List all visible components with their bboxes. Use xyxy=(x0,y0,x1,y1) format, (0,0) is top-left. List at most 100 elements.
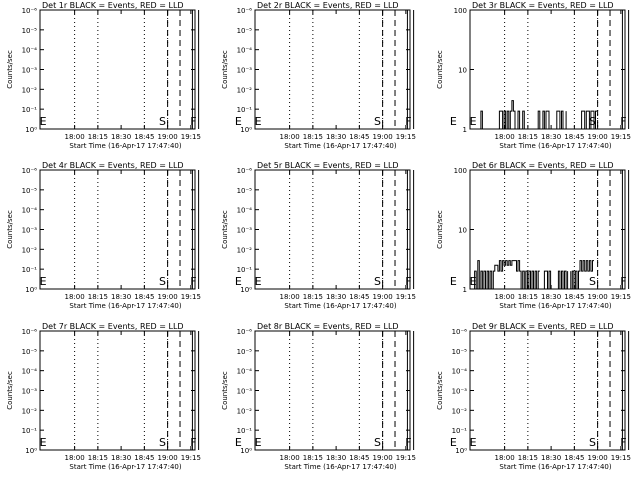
y-tick-label: 10⁻⁶ xyxy=(22,167,38,175)
x-tick-label: 18:00 xyxy=(65,293,85,301)
y-tick-label: 10⁻³ xyxy=(22,67,38,75)
x-tick-label: 18:15 xyxy=(88,133,108,141)
panel-title: Det 4r BLACK = Events, RED = LLD xyxy=(42,161,184,170)
y-tick-label: 10⁻⁵ xyxy=(237,27,253,35)
series-line xyxy=(556,110,567,130)
event-marker: S xyxy=(589,115,596,128)
panel-det-3: Det 3r BLACK = Events, RED = LLD Counts/s… xyxy=(436,1,631,150)
x-tick-label: 19:15 xyxy=(181,293,201,301)
y-tick-label: 10⁻⁶ xyxy=(237,328,253,336)
y-tick-label: 10⁰ xyxy=(240,126,252,134)
y-tick-label: 10⁻¹ xyxy=(237,106,253,114)
y-axis-label: Counts/sec xyxy=(436,50,444,89)
x-tick-label: 18:15 xyxy=(88,454,108,462)
y-tick-label: 10 xyxy=(458,227,467,235)
event-marker: F xyxy=(190,436,196,449)
event-marker: E xyxy=(40,275,47,288)
panel-title: Det 3r BLACK = Events, RED = LLD xyxy=(472,1,614,10)
x-tick-label: 19:15 xyxy=(181,133,201,141)
event-marker: F xyxy=(405,275,411,288)
x-tick-label: 18:00 xyxy=(65,133,85,141)
event-marker: E xyxy=(255,275,262,288)
y-tick-label: 10⁻² xyxy=(22,246,38,254)
x-tick-label: 18:00 xyxy=(280,133,300,141)
x-tick-label: 19:00 xyxy=(588,133,608,141)
event-marker: E xyxy=(450,436,457,449)
y-tick-label: 10⁰ xyxy=(25,286,37,294)
series-line xyxy=(477,110,486,130)
event-marker: F xyxy=(405,436,411,449)
y-axis-label: Counts/sec xyxy=(6,50,14,89)
panel-det-6: Det 6r BLACK = Events, RED = LLD Counts/s… xyxy=(436,161,631,310)
x-tick-label: 18:30 xyxy=(541,293,561,301)
series-line xyxy=(537,110,550,130)
event-marker: F xyxy=(405,115,411,128)
x-tick-label: 19:00 xyxy=(588,293,608,301)
y-axis-label: Counts/sec xyxy=(6,210,14,249)
x-tick-label: 18:15 xyxy=(518,454,538,462)
y-tick-label: 10⁻⁴ xyxy=(22,47,38,55)
panel-det-5: Det 5r BLACK = Events, RED = LLD Counts/s… xyxy=(221,161,457,310)
x-tick-label: 19:15 xyxy=(396,133,416,141)
x-tick-label: 18:30 xyxy=(326,133,346,141)
x-tick-label: 19:15 xyxy=(611,133,631,141)
y-tick-label: 10⁻³ xyxy=(237,67,253,75)
y-axis-label: Counts/sec xyxy=(436,371,444,410)
y-tick-label: 10⁻² xyxy=(22,407,38,415)
y-tick-label: 1 xyxy=(463,286,467,294)
x-tick-label: 18:30 xyxy=(111,454,131,462)
y-axis-label: Counts/sec xyxy=(221,371,229,410)
y-tick-label: 10⁻⁶ xyxy=(237,167,253,175)
y-tick-label: 1 xyxy=(463,126,467,134)
panel-det-4: Det 4r BLACK = Events, RED = LLD Counts/s… xyxy=(6,161,242,310)
x-tick-label: 19:15 xyxy=(181,454,201,462)
x-tick-label: 18:45 xyxy=(134,293,154,301)
y-tick-label: 10⁻¹ xyxy=(22,106,38,114)
x-tick-label: 18:30 xyxy=(111,133,131,141)
x-axis-label: Start Time (16-Apr-17 17:47:40) xyxy=(284,302,396,310)
x-tick-label: 19:15 xyxy=(396,293,416,301)
plot-frame xyxy=(39,169,196,290)
x-tick-label: 18:15 xyxy=(303,293,323,301)
x-tick-label: 19:15 xyxy=(396,454,416,462)
y-tick-label: 10⁻¹ xyxy=(237,266,253,274)
event-marker: S xyxy=(589,436,596,449)
y-axis-label: Counts/sec xyxy=(221,210,229,249)
plot-frame xyxy=(254,169,411,290)
event-marker: E xyxy=(235,436,242,449)
panel-title: Det 9r BLACK = Events, RED = LLD xyxy=(472,322,614,331)
x-tick-label: 18:00 xyxy=(495,293,515,301)
x-tick-label: 18:30 xyxy=(326,293,346,301)
y-tick-label: 10⁻⁶ xyxy=(237,7,253,15)
event-marker: F xyxy=(620,275,626,288)
y-tick-label: 10⁻³ xyxy=(22,388,38,396)
x-tick-label: 18:15 xyxy=(518,133,538,141)
event-marker: S xyxy=(374,275,381,288)
series-line xyxy=(581,110,598,130)
panel-det-7: Det 7r BLACK = Events, RED = LLD Counts/s… xyxy=(6,322,242,471)
y-tick-label: 10⁻⁵ xyxy=(22,27,38,35)
event-marker: F xyxy=(620,436,626,449)
event-marker: S xyxy=(159,275,166,288)
y-tick-label: 100 xyxy=(454,7,467,15)
x-axis-label: Start Time (16-Apr-17 17:47:40) xyxy=(499,302,611,310)
y-tick-label: 10⁻⁶ xyxy=(22,328,38,336)
y-tick-label: 10⁻⁴ xyxy=(237,47,253,55)
event-marker: E xyxy=(255,115,262,128)
y-tick-label: 10⁻⁶ xyxy=(452,328,468,336)
series-line xyxy=(557,270,569,290)
x-tick-label: 18:00 xyxy=(280,454,300,462)
x-axis-label: Start Time (16-Apr-17 17:47:40) xyxy=(69,463,181,471)
y-tick-label: 10⁰ xyxy=(240,447,252,455)
panel-title: Det 7r BLACK = Events, RED = LLD xyxy=(42,322,184,331)
event-marker: E xyxy=(40,436,47,449)
x-tick-label: 19:00 xyxy=(158,454,178,462)
x-tick-label: 18:30 xyxy=(541,454,561,462)
x-tick-label: 19:15 xyxy=(611,293,631,301)
event-marker: S xyxy=(374,115,381,128)
event-marker: F xyxy=(190,275,196,288)
event-marker: S xyxy=(159,115,166,128)
event-marker: S xyxy=(374,436,381,449)
x-tick-label: 18:45 xyxy=(134,133,154,141)
